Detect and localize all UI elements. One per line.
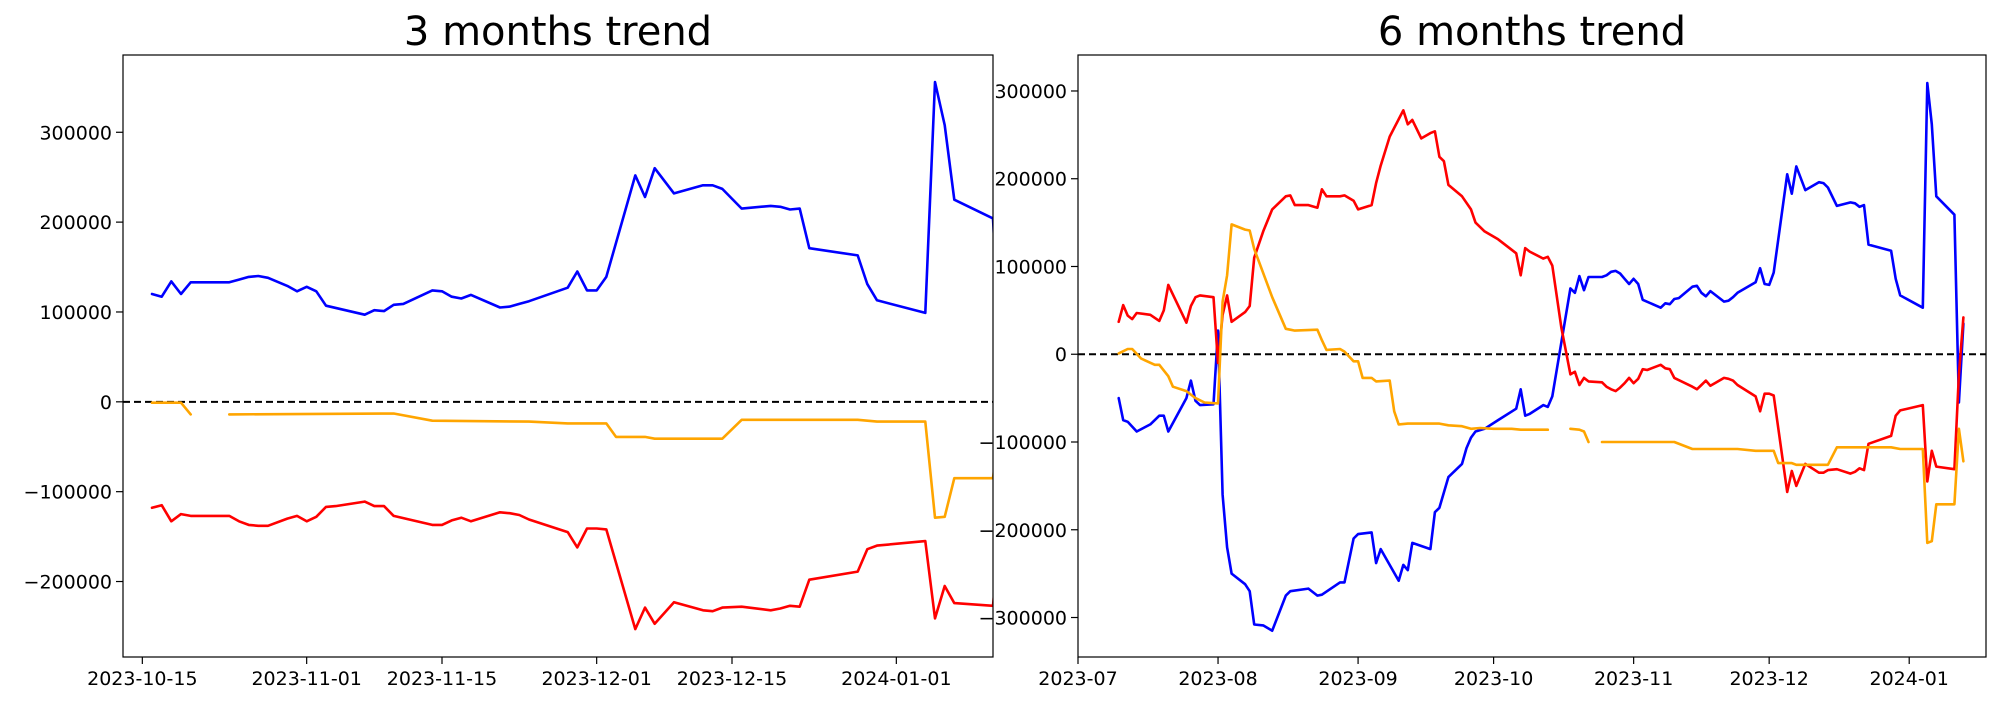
x-tick-label: 2023-07 <box>1038 668 1117 690</box>
series-1-line <box>1117 81 1965 633</box>
y-tick-label: 200000 <box>994 169 1067 191</box>
chart-panel-1: 3 months trend 2023-10-15 2023-11-01 2023-1… <box>24 9 994 690</box>
y-tick-label: 0 <box>1055 344 1067 366</box>
plot-frame <box>122 54 994 658</box>
series-1-line <box>150 80 993 317</box>
series-2-line <box>1117 109 1965 494</box>
y-tick-label: −100000 <box>24 482 112 504</box>
y-tick-label: 100000 <box>994 256 1067 278</box>
plot-area <box>1117 81 1965 633</box>
x-tick-label: 2024-01-01 <box>841 668 951 690</box>
series-3-line-segment-3 <box>1600 427 1965 545</box>
y-tick-label: 300000 <box>39 122 112 144</box>
x-tick-label: 2023-08 <box>1178 668 1257 690</box>
y-tick-label: −200000 <box>24 572 112 594</box>
x-tick-label: 2023-09 <box>1318 668 1397 690</box>
y-tick-label: −100000 <box>979 432 1067 454</box>
x-tick-label: 2023-12-01 <box>541 668 651 690</box>
y-tick-label: −300000 <box>979 608 1067 630</box>
x-tick-label: 2023-10-15 <box>87 668 197 690</box>
plot-area <box>150 80 993 631</box>
x-tick-label: 2023-11-01 <box>251 668 361 690</box>
series-3-line-segment-1 <box>150 401 192 416</box>
plot-frame <box>1077 54 1987 658</box>
x-tick-label: 2023-12 <box>1729 668 1808 690</box>
series-3-line-segment-1 <box>1117 223 1550 432</box>
x-tick-label: 2023-11-15 <box>387 668 497 690</box>
x-tick-label: 2023-12-15 <box>677 668 787 690</box>
series-2-line <box>150 500 993 631</box>
series-3-line-segment-2 <box>1569 427 1590 444</box>
y-tick-label: 0 <box>100 392 112 414</box>
chart-title: 6 months trend <box>1378 9 1686 55</box>
x-tick-label: 2023-10 <box>1454 668 1533 690</box>
chart-panel-2: 6 months trend 2023-07 2023-08 2023-09 2023-… <box>979 9 1987 690</box>
y-tick-label: 100000 <box>39 302 112 324</box>
series-3-line-segment-2 <box>228 412 993 520</box>
y-tick-label: −200000 <box>979 520 1067 542</box>
x-tick-label: 2024-01 <box>1870 668 1949 690</box>
y-tick-label: 300000 <box>994 81 1067 103</box>
y-tick-label: 200000 <box>39 212 112 234</box>
chart-title: 3 months trend <box>404 9 712 55</box>
x-tick-label: 2023-11 <box>1594 668 1673 690</box>
